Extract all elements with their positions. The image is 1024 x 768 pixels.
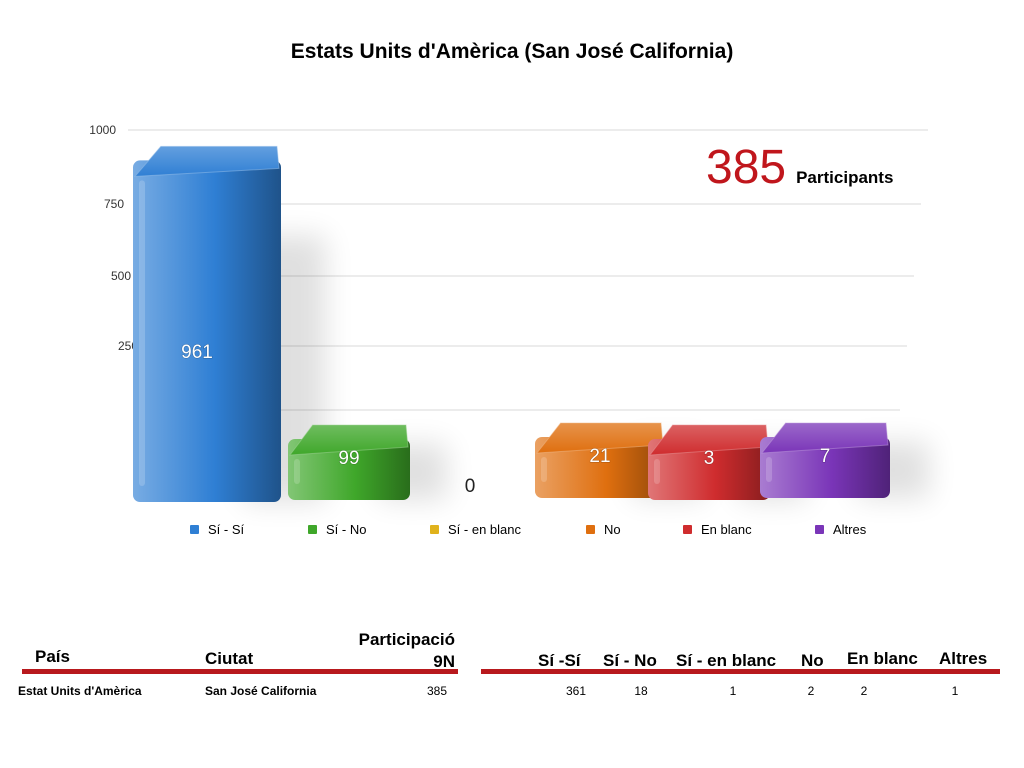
legend-swatch bbox=[586, 525, 595, 534]
bar-si-si bbox=[133, 145, 281, 502]
data-label-si-si: 961 bbox=[181, 342, 213, 363]
y-tick-label: 1000 bbox=[89, 123, 116, 137]
legend-swatch bbox=[308, 525, 317, 534]
cell-participation: 385 bbox=[427, 684, 448, 698]
legend-swatch bbox=[815, 525, 824, 534]
legend-item-altres: Altres bbox=[815, 522, 866, 537]
legend-label: Altres bbox=[833, 522, 867, 537]
cell-si-no: 18 bbox=[634, 684, 648, 698]
legend-item-si-en-blanc: Sí - en blanc bbox=[430, 522, 521, 537]
legend-swatch bbox=[430, 525, 439, 534]
cell-city: San José California bbox=[205, 684, 317, 698]
cell-si-en-blanc: 1 bbox=[729, 684, 737, 698]
header-no: No bbox=[801, 651, 824, 670]
header-country: País bbox=[35, 647, 70, 666]
legend-item-en-blanc: En blanc bbox=[683, 522, 752, 537]
data-label-si-no: 99 bbox=[338, 448, 359, 469]
participants-summary: 385 Participants bbox=[706, 140, 893, 195]
header-city: Ciutat bbox=[205, 649, 254, 668]
chart-title: Estats Units d'Amèrica (San José Califor… bbox=[290, 40, 734, 63]
legend-label: En blanc bbox=[701, 522, 752, 537]
legend-label: No bbox=[604, 522, 621, 537]
participants-count: 385 bbox=[706, 141, 787, 194]
data-label-en-blanc: 3 bbox=[704, 448, 715, 469]
cell-altres: 1 bbox=[951, 684, 959, 698]
bar-no bbox=[535, 422, 665, 498]
header-si-no: Sí - No bbox=[603, 651, 657, 670]
data-label-altres: 7 bbox=[820, 446, 831, 467]
table-rule-left bbox=[22, 669, 458, 674]
legend-swatch bbox=[683, 525, 692, 534]
cell-no: 2 bbox=[807, 684, 815, 698]
cell-country: Estat Units d'Amèrica bbox=[18, 684, 142, 698]
participants-label: Participants bbox=[796, 168, 894, 187]
data-label-no: 21 bbox=[589, 446, 610, 467]
cell-en-blanc: 2 bbox=[860, 684, 868, 698]
legend-item-si-no: Sí - No bbox=[308, 522, 366, 537]
legend-label: Sí - en blanc bbox=[448, 522, 521, 537]
header-si-si: Sí -Sí bbox=[538, 651, 581, 670]
cell-si-si: 361 bbox=[565, 684, 587, 698]
y-tick-label: 500 bbox=[111, 269, 131, 283]
bar-si-no bbox=[288, 424, 410, 500]
header-participation: Participació 9N bbox=[358, 630, 455, 671]
legend-label: Sí - Sí bbox=[208, 522, 245, 537]
table-rule-right bbox=[481, 669, 1000, 674]
legend-item-no: No bbox=[586, 522, 621, 537]
header-en-blanc: En blanc bbox=[847, 649, 918, 668]
legend-swatch bbox=[190, 525, 199, 534]
bar-altres bbox=[760, 422, 890, 498]
y-tick-label: 750 bbox=[104, 197, 124, 211]
header-si-en-blanc: Sí - en blanc bbox=[676, 651, 777, 670]
header-altres: Altres bbox=[939, 649, 988, 668]
bar-en-blanc bbox=[648, 424, 770, 500]
data-label-si-en-blanc: 0 bbox=[465, 476, 476, 497]
legend-item-si-si: Sí - Sí bbox=[190, 522, 244, 537]
legend-label: Sí - No bbox=[326, 522, 367, 537]
